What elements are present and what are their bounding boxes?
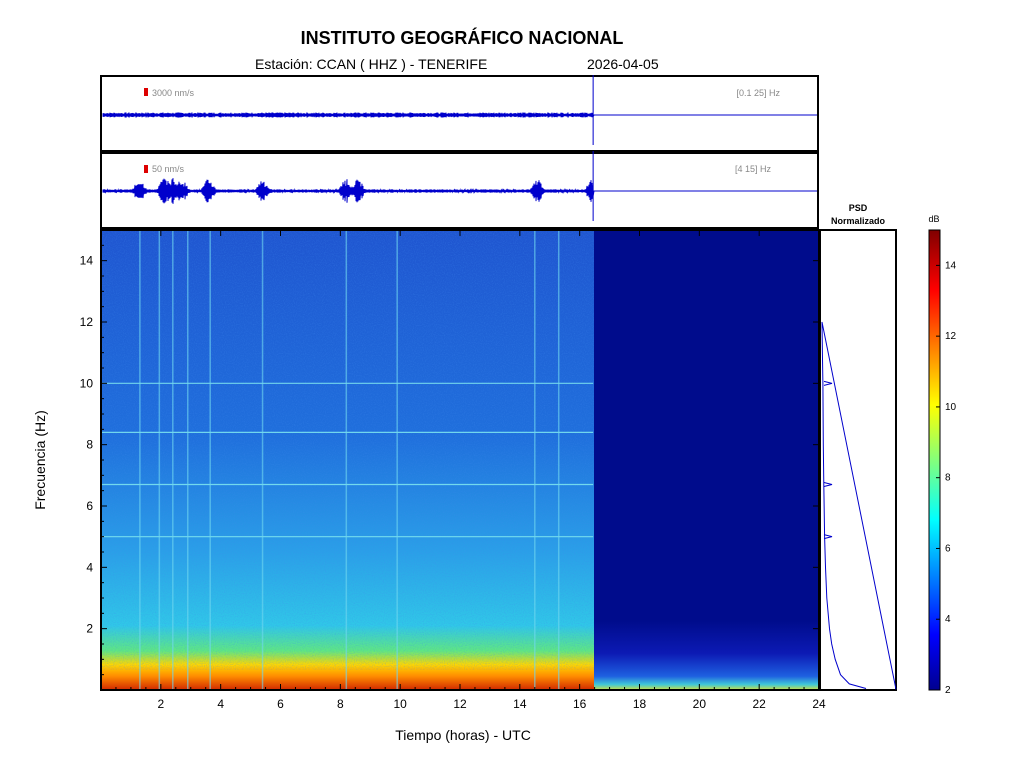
spectrogram-features: [101, 230, 594, 690]
psd-peak: [823, 534, 833, 540]
psd-frame: [819, 229, 897, 691]
x-tick-label: 6: [277, 697, 284, 711]
x-tick-label: 12: [453, 697, 467, 711]
chart-title: INSTITUTO GEOGRÁFICO NACIONAL: [300, 28, 624, 48]
y-tick-label: 2: [86, 622, 93, 636]
y-tick-label: 10: [80, 376, 94, 390]
y-axis-label: Frecuencia (Hz): [32, 410, 48, 510]
filtered-seismogram-panel: 50 nm/s [4 15] Hz: [100, 151, 819, 229]
station-label: Estación: CCAN ( HHZ ) - TENERIFE: [255, 56, 488, 72]
x-tick-label: 8: [337, 697, 344, 711]
colorbar-tick-label: 12: [945, 331, 957, 342]
psd-peak: [823, 380, 833, 386]
x-axis-label: Tiempo (horas) - UTC: [395, 727, 531, 743]
colorbar-tick-label: 14: [945, 260, 957, 271]
filtered-trace: [102, 151, 817, 221]
amplitude-scale-label: 50 nm/s: [152, 164, 185, 174]
colorbar-tick-label: 2: [945, 685, 951, 696]
y-tick-label: 4: [86, 560, 93, 574]
y-tick-label: 6: [86, 499, 93, 513]
amplitude-scale-label: 3000 nm/s: [152, 88, 195, 98]
broadband-seismogram-panel: 3000 nm/s [0.1 25] Hz: [100, 75, 819, 152]
x-tick-label: 10: [393, 697, 407, 711]
scale-marker: [144, 165, 148, 173]
colorbar: dB 2 4 6 8 10 12 14: [928, 214, 956, 696]
date-label: 2026-04-05: [587, 56, 659, 72]
colorbar-tick-label: 4: [945, 614, 951, 625]
spectrogram-empty-area: [594, 230, 819, 690]
y-tick-label: 8: [86, 438, 93, 452]
x-tick-label: 18: [633, 697, 647, 711]
x-tick-label: 16: [573, 697, 587, 711]
broadband-trace: [102, 75, 817, 145]
y-tick-label: 14: [80, 254, 94, 268]
x-tick-label: 2: [157, 697, 164, 711]
colorbar-tick-label: 8: [945, 473, 951, 484]
colorbar-tick-label: 6: [945, 543, 951, 554]
colorbar-unit: dB: [928, 214, 939, 224]
filter-band-label: [4 15] Hz: [735, 164, 772, 174]
psd-panel: PSD Normalizado: [819, 203, 897, 691]
x-tick-label: 24: [812, 697, 826, 711]
colorbar-ticks: 2 4 6 8 10 12 14: [936, 260, 957, 696]
spectrogram-noise: [101, 230, 594, 670]
x-tick-label: 14: [513, 697, 527, 711]
colorbar-gradient: [928, 229, 941, 691]
y-tick-label: 12: [80, 315, 94, 329]
psd-title: PSD: [849, 203, 868, 213]
x-tick-label: 22: [752, 697, 766, 711]
x-tick-label: 4: [217, 697, 224, 711]
x-tick-label: 20: [693, 697, 707, 711]
scale-marker: [144, 88, 148, 96]
psd-curve: [821, 321, 897, 690]
psd-subtitle: Normalizado: [831, 216, 886, 226]
colorbar-tick-label: 10: [945, 402, 957, 413]
psd-peak: [823, 482, 833, 488]
filter-band-label: [0.1 25] Hz: [736, 88, 780, 98]
